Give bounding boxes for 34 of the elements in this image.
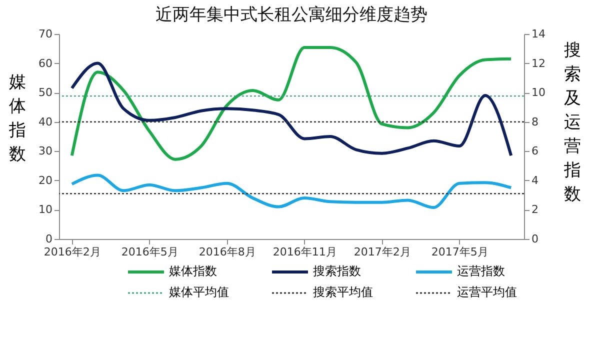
y-tick-label: 40	[38, 115, 52, 128]
line-series	[70, 62, 513, 158]
x-tick-label: 2016年2月	[44, 246, 101, 258]
x-tick-label: 2017年2月	[354, 246, 411, 258]
y2-tick-label: 12	[532, 56, 546, 70]
line-series	[70, 174, 513, 210]
y-axis-title: 媒体指数	[8, 72, 26, 164]
y2-tick-label: 8	[532, 115, 538, 128]
legend-label: 搜索平均值	[313, 284, 373, 301]
x-tick-label: 2016年5月	[121, 246, 178, 258]
legend-label: 运营指数	[457, 263, 505, 280]
y-tick-label: 60	[38, 56, 52, 70]
y-tick-label: 30	[38, 144, 52, 158]
chart-title: 近两年集中式长租公寓细分维度趋势	[156, 5, 428, 25]
x-tick-label: 2017年5月	[431, 246, 488, 258]
y2-tick-label: 14	[532, 28, 546, 40]
legend-label: 搜索指数	[313, 263, 361, 280]
x-tick-label: 2016年11月	[272, 246, 337, 258]
y2-tick-label: 0	[532, 232, 538, 246]
legend-label: 媒体指数	[169, 263, 217, 280]
y2-tick-label: 10	[532, 86, 546, 100]
y-tick-label: 70	[38, 28, 52, 40]
x-tick-label: 2016年8月	[198, 246, 256, 258]
y2-axis-title: 搜索及运营指数	[563, 40, 581, 204]
y2-tick-label: 2	[532, 203, 538, 216]
line-series	[70, 46, 513, 161]
y-tick-label: 20	[38, 174, 52, 187]
y2-tick-label: 6	[532, 144, 538, 158]
legend-label: 运营平均值	[457, 284, 517, 301]
legend-label: 媒体平均值	[169, 284, 229, 301]
y-tick-label: 10	[38, 203, 52, 216]
y-tick-label: 0	[46, 232, 52, 246]
y-tick-label: 50	[38, 86, 52, 100]
y2-tick-label: 4	[532, 174, 538, 187]
